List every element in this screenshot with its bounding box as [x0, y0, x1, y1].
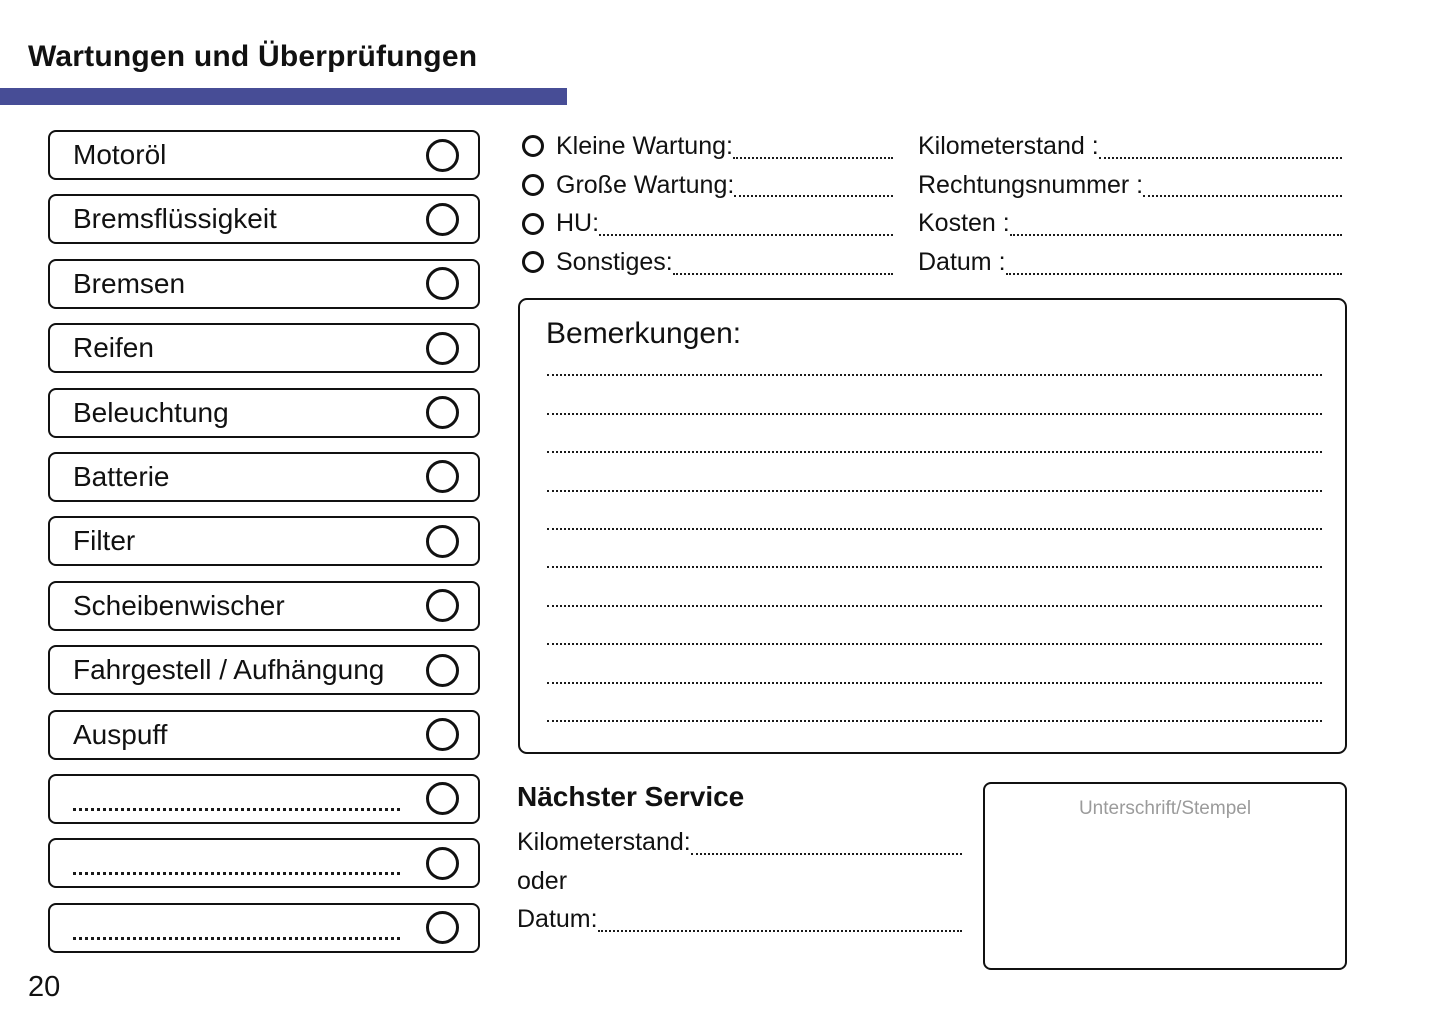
checklist-item-label: Auspuff [73, 718, 168, 750]
next-service-section: Nächster Service Kilometerstand: oder Da… [517, 781, 962, 939]
checklist-item-bremsen: Bremsen [48, 258, 480, 309]
field-rechtungsnummer: Rechtungsnummer : [918, 166, 1342, 205]
signature-stamp-box[interactable]: Unterschrift/Stempel [983, 782, 1347, 970]
note-write-line[interactable] [547, 530, 1322, 569]
option-kleine-wartung: Kleine Wartung: [522, 127, 893, 166]
option-label: Sonstiges: [556, 247, 673, 276]
note-write-line[interactable] [547, 453, 1322, 492]
note-write-line[interactable] [547, 645, 1322, 684]
checklist-item-label: Motoröl [73, 139, 167, 170]
field-kosten: Kosten : [918, 204, 1342, 243]
checklist-item-fahrgestell-aufhaengung: Fahrgestell / Aufhängung [48, 645, 480, 696]
note-write-line[interactable] [547, 376, 1322, 415]
check-circle[interactable] [426, 718, 459, 752]
field-label: Datum : [918, 247, 1006, 276]
blank-write-line[interactable] [73, 807, 400, 811]
write-line[interactable] [597, 930, 962, 933]
service-type-options: Kleine Wartung: Große Wartung: HU: Sonst… [522, 127, 893, 282]
checklist-item-label: Batterie [73, 460, 170, 492]
checklist-item-bremsfluessigkeit: Bremsflüssigkeit [48, 194, 480, 245]
note-write-line[interactable] [547, 415, 1322, 454]
check-circle[interactable] [426, 589, 459, 623]
field-label: Datum: [517, 905, 598, 934]
radio-circle[interactable] [522, 212, 544, 235]
option-label: HU: [556, 209, 600, 238]
check-circle[interactable] [426, 267, 459, 301]
option-sonstiges: Sonstiges: [522, 243, 893, 282]
field-label: Kosten : [918, 209, 1010, 238]
check-circle[interactable] [426, 782, 459, 816]
check-circle[interactable] [426, 202, 459, 236]
checklist-item-filter: Filter [48, 516, 480, 567]
radio-circle[interactable] [522, 174, 544, 197]
option-label: Große Wartung: [556, 170, 735, 199]
check-circle[interactable] [426, 911, 459, 945]
checklist-item-blank [48, 773, 480, 824]
write-line[interactable] [599, 234, 893, 237]
check-circle[interactable] [426, 846, 459, 880]
option-label: Kleine Wartung: [556, 131, 733, 160]
checklist-item-beleuchtung: Beleuchtung [48, 387, 480, 438]
notes-title: Bemerkungen: [546, 317, 742, 350]
note-write-line[interactable] [547, 492, 1322, 530]
notes-box: Bemerkungen: [518, 298, 1347, 754]
next-service-datum: Datum: [517, 900, 962, 939]
checklist-item-label: Bremsflüssigkeit [73, 203, 277, 235]
checklist-item-reifen: Reifen [48, 323, 480, 374]
write-line[interactable] [732, 156, 893, 159]
field-label: Kilometerstand: [517, 827, 691, 856]
write-line[interactable] [1005, 272, 1342, 275]
checklist-item-auspuff: Auspuff [48, 709, 480, 760]
checklist-item-label: Fahrgestell / Aufhängung [73, 654, 385, 686]
check-circle[interactable] [426, 524, 459, 558]
record-fields: Kilometerstand : Rechtungsnummer : Koste… [918, 127, 1342, 282]
page-number: 20 [28, 971, 61, 1003]
checklist-item-scheibenwischer: Scheibenwischer [48, 580, 480, 631]
write-line[interactable] [690, 852, 962, 855]
option-grosse-wartung: Große Wartung: [522, 166, 893, 205]
oder-label: oder [517, 866, 568, 895]
signature-stamp-label: Unterschrift/Stempel [1078, 798, 1252, 819]
write-line[interactable] [1098, 156, 1342, 159]
checklist-item-motoroel: Motoröl [48, 130, 480, 180]
field-datum: Datum : [918, 243, 1342, 282]
write-line[interactable] [1009, 234, 1342, 237]
checklist-item-batterie: Batterie [48, 451, 480, 502]
checklist-item-blank [48, 838, 480, 889]
radio-circle[interactable] [522, 251, 544, 274]
checklist-item-label: Bremsen [73, 267, 186, 299]
check-circle[interactable] [426, 331, 459, 365]
accent-bar [0, 88, 567, 105]
note-write-line[interactable] [547, 568, 1322, 607]
check-circle[interactable] [426, 653, 459, 687]
note-write-line[interactable] [547, 338, 1322, 377]
page-title: Wartungen und Überprüfungen [28, 40, 478, 73]
write-line[interactable] [1143, 195, 1342, 198]
note-write-line[interactable] [547, 684, 1322, 722]
inspection-checklist: Motoröl Bremsflüssigkeit Bremsen Reifen … [48, 130, 480, 953]
next-service-oder: oder [517, 862, 962, 901]
notes-lines [547, 338, 1322, 722]
field-label: Rechtungsnummer : [918, 170, 1144, 199]
write-line[interactable] [734, 195, 893, 198]
write-line[interactable] [672, 272, 893, 275]
check-circle[interactable] [426, 396, 459, 430]
check-circle[interactable] [426, 138, 459, 172]
option-hu: HU: [522, 204, 893, 243]
next-service-kilometerstand: Kilometerstand: [517, 823, 962, 862]
checklist-item-label: Scheibenwischer [73, 589, 285, 621]
radio-circle[interactable] [522, 135, 544, 158]
checklist-item-label: Filter [73, 525, 136, 557]
check-circle[interactable] [426, 460, 459, 494]
field-kilometerstand: Kilometerstand : [918, 127, 1342, 166]
field-label: Kilometerstand : [918, 131, 1099, 160]
blank-write-line[interactable] [73, 936, 400, 940]
checklist-item-label: Reifen [73, 332, 154, 364]
note-write-line[interactable] [547, 607, 1322, 646]
checklist-item-label: Beleuchtung [73, 396, 229, 428]
checklist-item-blank [48, 902, 480, 953]
blank-write-line[interactable] [73, 872, 400, 876]
next-service-title: Nächster Service [517, 781, 745, 812]
